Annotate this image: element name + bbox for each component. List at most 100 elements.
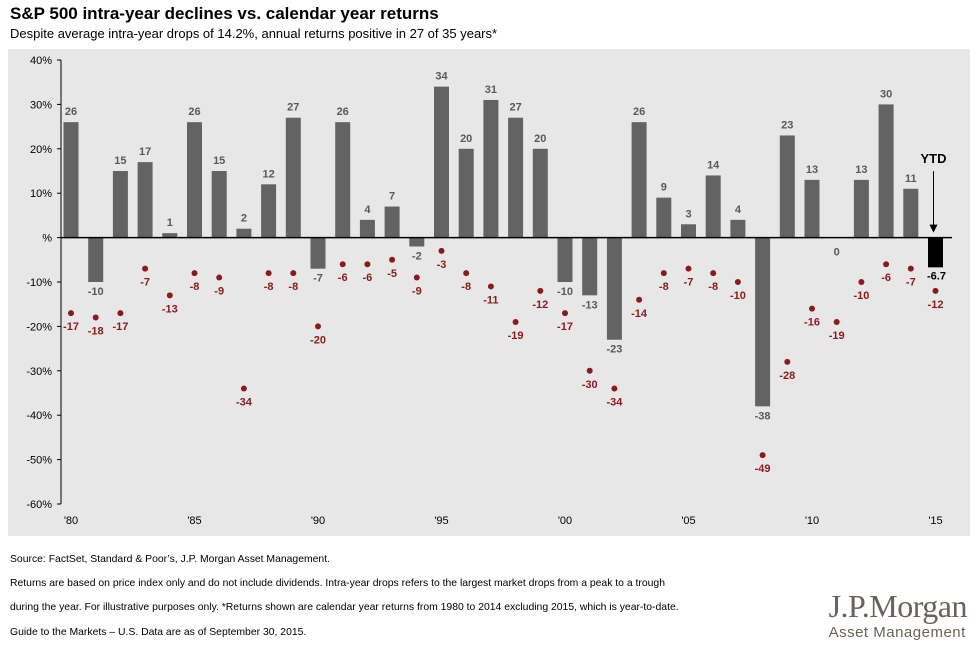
return-bar [88,237,104,282]
decline-label: -8 [461,281,471,293]
return-label: 1 [167,217,173,229]
return-bar [236,228,252,238]
decline-label: -10 [853,290,869,302]
decline-label: -9 [412,286,422,298]
decline-dot [611,385,618,392]
return-bar [112,171,128,238]
decline-dot [240,385,247,392]
decline-dot [166,292,173,299]
return-label: 26 [188,106,200,118]
return-label: 20 [534,133,546,145]
return-label: 7 [389,191,395,203]
return-label: 23 [781,119,793,131]
decline-label: -16 [804,317,820,329]
return-label: 11 [905,173,917,185]
return-label: 26 [337,106,349,118]
decline-label: -8 [659,281,669,293]
decline-label: -6 [338,272,348,284]
logo-main-text: J.P.Morgan [828,588,968,624]
return-label: 2 [241,213,247,225]
decline-dot [660,270,667,277]
decline-dot [438,247,445,254]
decline-dot [364,261,371,268]
decline-dot [636,296,643,303]
decline-label: -7 [140,277,150,289]
decline-dot [562,310,568,317]
y-tick-label: 30% [30,99,52,111]
decline-label: -49 [755,463,771,475]
y-tick-label: -10% [26,277,52,289]
decline-dot [586,367,593,374]
decline-label: -34 [606,397,623,409]
return-label: -23 [606,344,622,356]
source-line-3: during the year. For illustrative purpos… [10,602,679,614]
decline-dot [68,310,74,317]
return-label: 9 [661,182,667,194]
decline-label: -6 [363,272,373,284]
decline-label: -17 [557,321,573,333]
return-bar [755,237,771,407]
return-bar [656,197,672,238]
decline-label: -6 [881,272,891,284]
decline-dot [907,265,914,272]
return-label: 34 [435,71,448,83]
source-note: Source: FactSet, Standard & Poor’s, J.P.… [10,542,810,651]
decline-label: -19 [508,330,524,342]
return-bar [804,179,820,238]
chart-subtitle: Despite average intra-year drops of 14.2… [10,26,498,41]
source-line-4: Guide to the Markets – U.S. Data are as … [10,626,307,638]
return-label: 12 [262,168,274,180]
return-bar [532,148,548,238]
decline-dot [759,452,766,459]
source-line-1: Source: FactSet, Standard & Poor’s, J.P.… [10,554,330,566]
return-bar [384,206,400,238]
return-bar [483,99,499,238]
decline-label: -9 [214,286,224,298]
decline-label: -30 [582,379,598,391]
return-bar [359,219,375,238]
decline-dot [315,323,321,330]
return-bar [162,233,178,238]
return-bar [261,184,277,238]
decline-dot [463,270,470,277]
decline-dot [883,261,890,268]
return-label: 14 [707,159,720,171]
decline-dot [537,287,544,294]
return-bar [853,179,869,238]
return-bar [928,237,943,268]
return-bar [285,117,301,238]
return-bar [730,219,746,238]
return-label: -7 [313,273,323,285]
return-bar [878,104,894,238]
return-label: 26 [633,106,645,118]
decline-dot [734,279,741,285]
chart-panel: 40% 30% 20% 10%% -10% -20% -30% -40% -50% -60% 26 -… [8,49,970,536]
return-bar [582,237,598,296]
return-bar [681,224,696,238]
x-tick-label: '10 [805,515,819,527]
x-tick-label: '95 [434,515,448,527]
return-bar [557,237,573,282]
decline-label: -13 [162,303,178,315]
return-label: 27 [287,102,299,114]
decline-label: -3 [437,259,447,271]
y-tick-label: -40% [26,410,52,422]
decline-dot [389,256,396,263]
y-tick-label: % [42,233,52,245]
y-tick-label: -50% [26,455,52,467]
jpmorgan-logo: J.P.Morgan Asset Management [828,588,968,641]
decline-dot [265,270,272,277]
x-tick-label: '15 [928,515,942,527]
return-label: 13 [855,164,867,176]
return-label: 17 [139,146,151,158]
decline-label: -34 [236,397,253,409]
decline-dot [216,274,223,281]
y-tick-label: -60% [26,499,52,511]
ytd-label: YTD [921,151,947,166]
decline-label: -20 [310,334,326,346]
decline-label: -8 [190,281,200,293]
return-label: -10 [88,286,104,298]
decline-label: -17 [63,321,79,333]
y-tick-label: 20% [30,144,52,156]
return-label: 13 [806,164,818,176]
